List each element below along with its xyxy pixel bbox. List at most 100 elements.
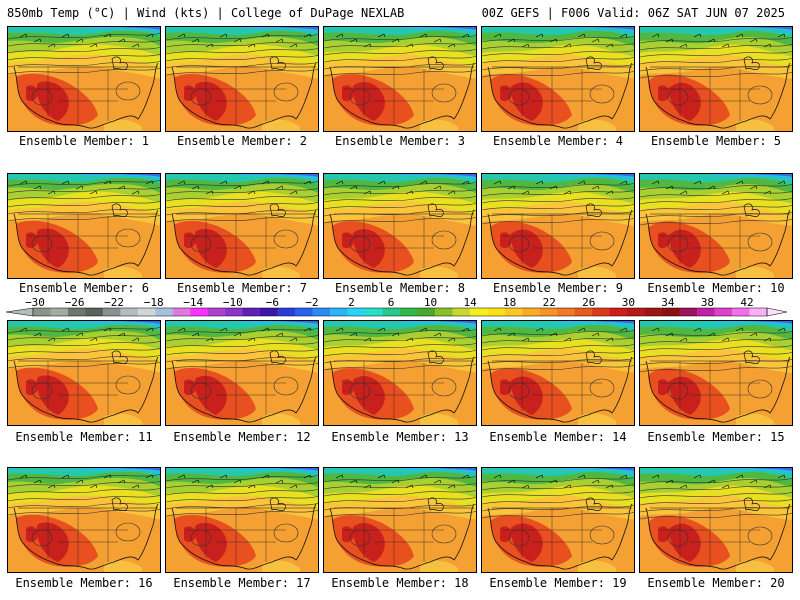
colorbar-tick-label: 42 — [740, 297, 753, 309]
member-caption: Ensemble Member: 12 — [173, 430, 311, 444]
colorbar-tick-label: −2 — [305, 297, 318, 309]
colorbar-swatch — [155, 308, 174, 316]
colorbar-swatch — [434, 308, 453, 316]
colorbar-swatch — [120, 308, 139, 316]
colorbar-swatch — [50, 308, 69, 316]
colorbar-swatch — [627, 308, 645, 316]
colorbar-swatch — [312, 308, 331, 316]
colorbar-swatch — [662, 308, 680, 316]
colorbar-swatch — [469, 308, 488, 316]
colorbar-swatch — [277, 308, 296, 316]
member-map-panel — [165, 173, 319, 279]
colorbar-swatch — [67, 308, 86, 316]
member-caption: Ensemble Member: 13 — [331, 430, 469, 444]
colorbar-swatch — [330, 308, 348, 316]
member-map-panel — [639, 26, 793, 132]
colorbar-tick-label: −18 — [144, 297, 164, 309]
colorbar-high-arrow — [766, 307, 788, 317]
member-map-panel — [481, 173, 635, 279]
member-map-panel — [165, 26, 319, 132]
colorbar-tick-label: 22 — [543, 297, 556, 309]
colorbar-swatch — [207, 308, 226, 316]
member-map-panel — [7, 467, 161, 573]
member-caption: Ensemble Member: 6 — [18, 281, 150, 295]
member-map-panel — [7, 26, 161, 132]
colorbar-swatch — [102, 308, 121, 316]
temperature-colorbar: −30 −26 −22 −18 −14 −10 −6 −2 2 6 10 14 18 22 26 30 34 38… — [5, 297, 788, 317]
colorbar-tick-label: 6 — [388, 297, 395, 309]
colorbar-swatch — [522, 308, 541, 316]
colorbar-swatch — [382, 308, 401, 316]
member-caption: Ensemble Member: 9 — [492, 281, 624, 295]
colorbar-swatch — [504, 308, 523, 316]
colorbar-low-arrow — [5, 307, 34, 317]
member-map-panel — [165, 467, 319, 573]
colorbar-tick-label: 38 — [701, 297, 714, 309]
colorbar-swatch — [539, 308, 558, 316]
member-caption: Ensemble Member: 5 — [650, 134, 782, 148]
member-map-panel — [323, 467, 477, 573]
colorbar-swatch — [609, 308, 628, 316]
member-map-panel — [7, 173, 161, 279]
colorbar-swatch — [85, 308, 104, 316]
colorbar-swatch — [242, 308, 261, 316]
colorbar-tick-label: 18 — [503, 297, 516, 309]
colorbar-tick-label: −6 — [266, 297, 279, 309]
colorbar-tick-label: 30 — [622, 297, 635, 309]
colorbar-swatch — [190, 308, 209, 316]
member-caption: Ensemble Member: 11 — [15, 430, 153, 444]
member-map-panel — [639, 320, 793, 426]
colorbar-swatch — [714, 308, 733, 316]
colorbar-tick-label: −30 — [25, 297, 45, 309]
member-caption: Ensemble Member: 17 — [173, 576, 311, 590]
colorbar-tick-label: 26 — [582, 297, 595, 309]
colorbar-swatch — [260, 308, 278, 316]
colorbar-swatch — [33, 308, 51, 316]
colorbar-swatch — [697, 308, 715, 316]
member-map-panel — [481, 467, 635, 573]
member-caption: Ensemble Member: 19 — [489, 576, 627, 590]
member-map-panel — [481, 320, 635, 426]
colorbar-tick-label: 2 — [348, 297, 355, 309]
member-caption: Ensemble Member: 16 — [15, 576, 153, 590]
colorbar-swatch — [137, 308, 156, 316]
colorbar-swatch — [679, 308, 698, 316]
member-map-panel — [639, 173, 793, 279]
colorbar-tick-label: 10 — [424, 297, 437, 309]
member-map-panel — [323, 173, 477, 279]
member-map-panel — [639, 467, 793, 573]
member-map-panel — [7, 320, 161, 426]
member-caption: Ensemble Member: 18 — [331, 576, 469, 590]
colorbar-swatch — [347, 308, 366, 316]
member-map-panel — [323, 320, 477, 426]
member-caption: Ensemble Member: 15 — [647, 430, 785, 444]
member-caption: Ensemble Member: 1 — [18, 134, 150, 148]
member-map-panel — [165, 320, 319, 426]
colorbar-tick-label: 34 — [661, 297, 675, 309]
colorbar-swatch — [644, 308, 663, 316]
colorbar-swatch — [365, 308, 383, 316]
member-map-panel — [323, 26, 477, 132]
colorbar-swatch — [225, 308, 244, 316]
colorbar-swatch — [749, 308, 768, 316]
colorbar-swatch — [732, 308, 750, 316]
map-title: 850mb Temp (°C) | Wind (kts) | College o… — [7, 6, 405, 20]
colorbar-swatch — [487, 308, 506, 316]
run-valid-time: 00Z GEFS | F006 Valid: 06Z SAT JUN 07 20… — [481, 6, 785, 20]
colorbar-swatch — [295, 308, 313, 316]
colorbar-tick-label: 14 — [463, 297, 477, 309]
member-caption: Ensemble Member: 10 — [647, 281, 785, 295]
colorbar-tick-label: −14 — [183, 297, 203, 309]
member-caption: Ensemble Member: 8 — [334, 281, 466, 295]
member-caption: Ensemble Member: 14 — [489, 430, 627, 444]
colorbar-swatch — [574, 308, 593, 316]
member-caption: Ensemble Member: 3 — [334, 134, 466, 148]
member-caption: Ensemble Member: 7 — [176, 281, 308, 295]
colorbar-swatch — [400, 308, 418, 316]
colorbar-tick-label: −26 — [65, 297, 85, 309]
colorbar-swatch — [452, 308, 471, 316]
member-caption: Ensemble Member: 20 — [647, 576, 785, 590]
colorbar-swatch — [557, 308, 576, 316]
colorbar-swatch — [592, 308, 611, 316]
colorbar-tick-label: −22 — [104, 297, 124, 309]
